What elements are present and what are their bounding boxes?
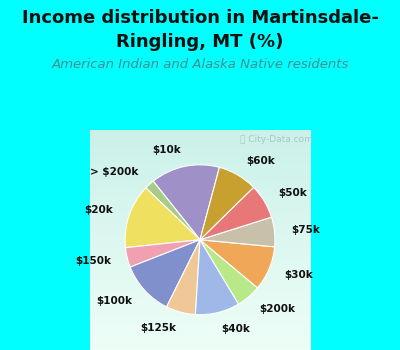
Text: $10k: $10k: [152, 145, 181, 155]
Text: ⓘ City-Data.com: ⓘ City-Data.com: [240, 135, 313, 144]
Text: $200k: $200k: [260, 304, 296, 314]
Wedge shape: [200, 217, 275, 247]
Text: $30k: $30k: [284, 270, 313, 280]
Wedge shape: [146, 181, 200, 240]
Text: $20k: $20k: [85, 205, 114, 215]
Text: $75k: $75k: [291, 225, 320, 235]
Wedge shape: [125, 188, 200, 248]
Text: $125k: $125k: [140, 323, 176, 333]
Wedge shape: [153, 165, 220, 240]
Text: > $200k: > $200k: [90, 167, 138, 177]
Text: $60k: $60k: [246, 156, 275, 166]
Wedge shape: [200, 167, 254, 240]
Wedge shape: [130, 240, 200, 307]
Text: $40k: $40k: [222, 324, 250, 334]
Wedge shape: [126, 240, 200, 267]
Wedge shape: [196, 240, 238, 315]
Text: $100k: $100k: [96, 296, 132, 307]
Text: $150k: $150k: [75, 257, 111, 266]
Text: American Indian and Alaska Native residents: American Indian and Alaska Native reside…: [51, 58, 349, 71]
Wedge shape: [200, 187, 272, 240]
Wedge shape: [200, 240, 275, 288]
Wedge shape: [166, 240, 200, 315]
Wedge shape: [200, 240, 258, 304]
Text: $50k: $50k: [278, 188, 307, 198]
Text: Ringling, MT (%): Ringling, MT (%): [116, 33, 284, 51]
Text: Income distribution in Martinsdale-: Income distribution in Martinsdale-: [22, 9, 378, 27]
